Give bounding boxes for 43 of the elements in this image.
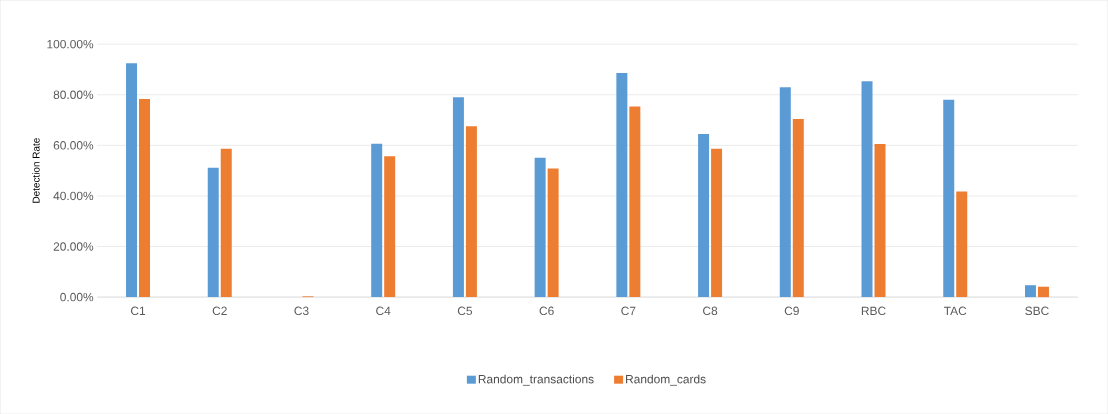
x-tick-label: RBC: [861, 306, 886, 315]
legend-label: Random_transactions: [478, 374, 594, 386]
bar: [792, 118, 804, 297]
legend-label: Random_cards: [626, 374, 706, 386]
bar: [371, 143, 383, 297]
bar: [779, 87, 791, 297]
bar: [547, 168, 559, 297]
bar: [616, 72, 628, 297]
bar: [452, 97, 464, 297]
x-tick-label: C7: [621, 306, 636, 315]
bar: [139, 98, 151, 297]
bar: [861, 81, 873, 297]
y-axis-title: Detection Rate: [32, 138, 40, 203]
y-tick-label: 0.00%: [60, 292, 94, 302]
bar: [534, 157, 546, 297]
x-tick-label: C6: [539, 306, 554, 315]
x-tick-label: C9: [784, 306, 799, 315]
bar: [943, 99, 955, 297]
y-tick-label: 20.00%: [53, 242, 94, 251]
bar: [207, 167, 219, 297]
x-tick-label: C4: [376, 306, 391, 315]
bar: [126, 63, 138, 297]
y-tick-label: 40.00%: [53, 191, 94, 201]
x-tick-label: SBC: [1025, 306, 1049, 315]
x-tick-label: C1: [131, 306, 146, 315]
bar: [384, 156, 396, 297]
bar: [874, 143, 886, 297]
y-tick-label: 80.00%: [53, 90, 94, 99]
x-tick-label: TAC: [944, 306, 967, 315]
bar: [698, 133, 710, 297]
bar: [1024, 285, 1036, 297]
y-tick-label: 100.00%: [47, 39, 94, 49]
x-tick-label: C3: [294, 306, 309, 315]
bar: [465, 126, 477, 297]
bar: [1037, 286, 1049, 297]
bar: [220, 148, 232, 297]
x-tick-label: C8: [703, 306, 718, 315]
bar: [711, 148, 723, 297]
x-tick-label: C5: [457, 306, 473, 315]
y-tick-label: 60.00%: [53, 141, 94, 150]
bar: [956, 191, 968, 297]
bar: [629, 106, 641, 297]
x-tick-label: C2: [212, 306, 227, 315]
